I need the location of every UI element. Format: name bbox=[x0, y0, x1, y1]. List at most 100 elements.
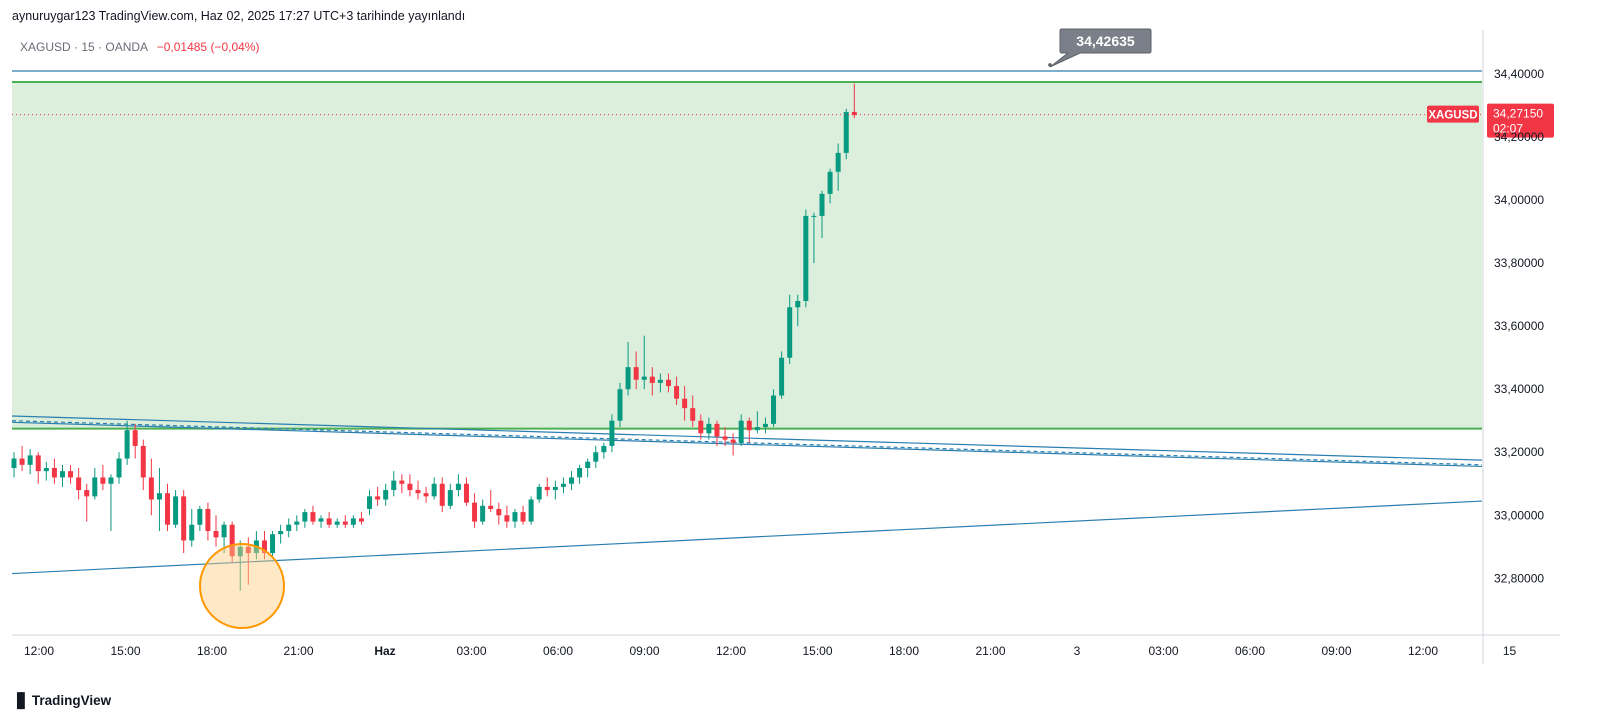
y-tick-label: 33,20000 bbox=[1494, 445, 1544, 459]
candle bbox=[690, 395, 696, 428]
candle bbox=[278, 524, 284, 544]
candle bbox=[358, 512, 364, 525]
candle bbox=[189, 508, 195, 547]
candle-body bbox=[528, 499, 534, 522]
candle-body bbox=[463, 483, 469, 503]
candle-body bbox=[367, 496, 373, 509]
candle-body bbox=[665, 379, 671, 387]
candle bbox=[35, 452, 41, 484]
y-tick-label: 33,00000 bbox=[1494, 508, 1544, 522]
rising-support-line[interactable] bbox=[11, 500, 1483, 575]
x-tick-label: 12:00 bbox=[716, 644, 746, 658]
tradingview-logo[interactable]: ▐▌ TradingView bbox=[12, 692, 111, 708]
candle bbox=[326, 512, 332, 528]
axes: 32,80000 33,00000 33,20000 33,40000 33,60000… bbox=[12, 30, 1560, 664]
candle-body bbox=[625, 367, 631, 390]
candle-body bbox=[286, 524, 292, 532]
candle bbox=[350, 515, 356, 528]
candle-body bbox=[148, 477, 154, 500]
candle bbox=[512, 508, 518, 528]
candle bbox=[698, 414, 704, 440]
candle bbox=[560, 477, 566, 494]
candle bbox=[496, 502, 502, 525]
x-tick-label: 21:00 bbox=[975, 644, 1005, 658]
candle-body bbox=[197, 508, 203, 525]
candle-body bbox=[851, 111, 857, 116]
candle bbox=[827, 168, 833, 204]
candle-body bbox=[132, 430, 138, 446]
candle bbox=[472, 493, 478, 528]
candle bbox=[367, 490, 373, 516]
candle-body bbox=[27, 455, 33, 465]
candle bbox=[674, 376, 680, 405]
last-price-badge bbox=[1487, 103, 1554, 138]
candle-body bbox=[649, 376, 655, 383]
candle-body bbox=[835, 152, 841, 172]
candle-body bbox=[237, 546, 243, 557]
candle bbox=[746, 417, 752, 443]
candle-body bbox=[229, 524, 235, 557]
y-tick-label: 33,40000 bbox=[1494, 382, 1544, 396]
candle-body bbox=[270, 534, 276, 554]
candle-body bbox=[472, 502, 478, 522]
candle bbox=[625, 341, 631, 396]
candle-body bbox=[455, 483, 461, 491]
candle bbox=[43, 461, 49, 481]
channel-mid-line[interactable] bbox=[11, 420, 1483, 466]
channel-upper-line[interactable] bbox=[11, 415, 1483, 461]
candle-body bbox=[261, 540, 267, 554]
candle bbox=[383, 483, 389, 506]
symbol-label[interactable]: XAGUSD · 15 · OANDA bbox=[20, 40, 148, 54]
candle bbox=[237, 540, 243, 591]
candle-body bbox=[560, 483, 566, 487]
trend-lines[interactable] bbox=[11, 70, 1483, 575]
x-tick-label: 09:00 bbox=[629, 644, 659, 658]
x-tick-label: 18:00 bbox=[197, 644, 227, 658]
candle-body bbox=[76, 477, 82, 491]
candle-body bbox=[165, 493, 171, 525]
candle bbox=[455, 474, 461, 497]
candle bbox=[51, 458, 57, 484]
candle bbox=[132, 423, 138, 459]
candle-body bbox=[617, 389, 623, 421]
candle bbox=[682, 386, 688, 421]
candle bbox=[342, 515, 348, 528]
candle bbox=[787, 294, 793, 365]
x-tick-label: 18:00 bbox=[889, 644, 919, 658]
candle-body bbox=[318, 518, 324, 522]
candle-body bbox=[819, 193, 825, 216]
x-tick-label: 15:00 bbox=[110, 644, 140, 658]
candle bbox=[213, 515, 219, 547]
channel-lower-line[interactable] bbox=[11, 421, 1483, 468]
candle-body bbox=[156, 493, 162, 500]
price-callout[interactable] bbox=[1049, 28, 1152, 68]
candle-body bbox=[108, 477, 114, 484]
candle bbox=[762, 417, 768, 434]
low-highlight-circle[interactable] bbox=[199, 543, 285, 629]
candle-body bbox=[140, 445, 146, 478]
candle bbox=[165, 483, 171, 532]
candle bbox=[536, 483, 542, 503]
candle bbox=[738, 414, 744, 446]
candle-body bbox=[641, 376, 647, 380]
candle-body bbox=[310, 512, 316, 522]
candle bbox=[116, 452, 122, 484]
candle-body bbox=[358, 518, 364, 522]
candle bbox=[843, 108, 849, 160]
candle-body bbox=[520, 512, 526, 522]
candle bbox=[811, 212, 817, 264]
candle bbox=[819, 190, 825, 238]
candle-body bbox=[11, 458, 17, 468]
candle bbox=[76, 467, 82, 500]
candle bbox=[520, 505, 526, 525]
candle-body bbox=[294, 521, 300, 525]
x-tick-label: 15:00 bbox=[802, 644, 832, 658]
candle bbox=[641, 335, 647, 390]
candle-body bbox=[657, 379, 663, 383]
candle-body bbox=[334, 521, 340, 525]
y-tick-label: 33,60000 bbox=[1494, 319, 1544, 333]
candle bbox=[835, 143, 841, 191]
candle-body bbox=[771, 395, 777, 424]
